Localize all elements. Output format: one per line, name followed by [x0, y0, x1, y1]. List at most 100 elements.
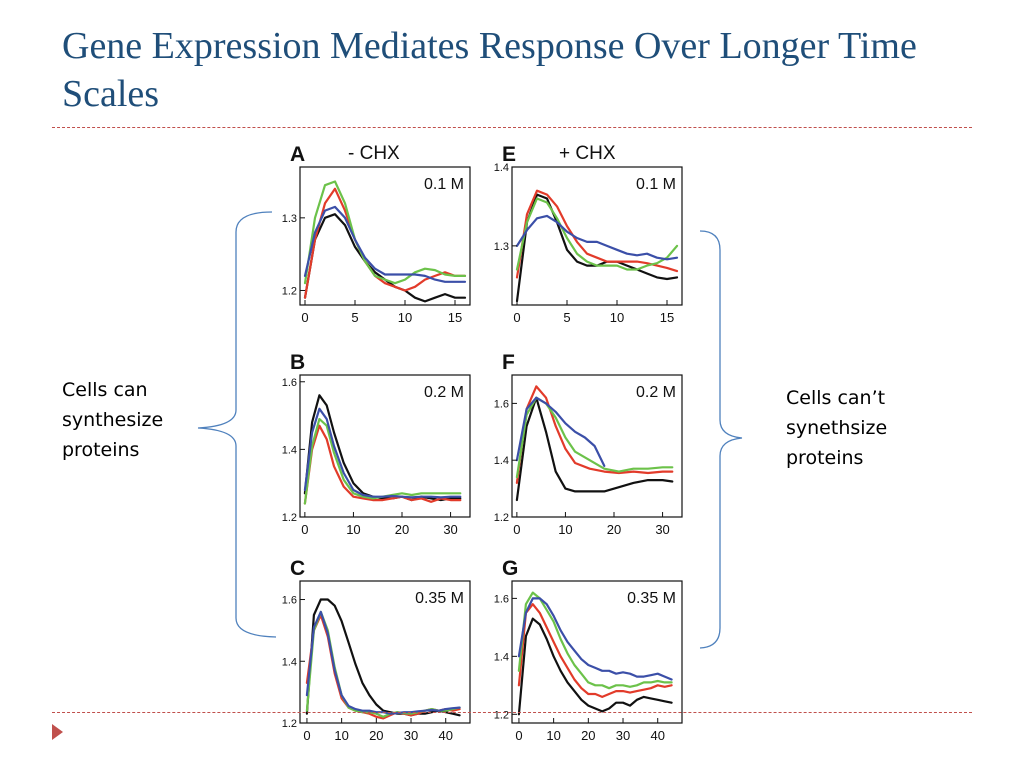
column-header-plus-chx: + CHX: [559, 143, 616, 164]
x-tick-label: 5: [563, 310, 570, 325]
series-line-green: [517, 591, 673, 690]
concentration-label: 0.2 M: [424, 384, 464, 401]
chart-panel-c: C 0.35 M 0 10 20 30 40 1.2 1.4 1.6: [282, 557, 471, 743]
y-tick-label: 1.4: [282, 656, 297, 668]
left-brace-path: [197, 211, 277, 638]
y-tick-label: 1.6: [494, 398, 509, 410]
series-line-blue: [517, 597, 673, 681]
y-tick-label: 1.6: [494, 593, 509, 605]
series-line-black: [305, 598, 461, 717]
y-tick-label: 1.4: [494, 651, 509, 663]
panel-letter: C: [290, 557, 305, 580]
series-line-black: [303, 213, 467, 303]
left-annotation: Cells can synthesize proteins: [62, 375, 202, 465]
y-tick-label: 1.4: [282, 444, 297, 456]
slide-title: Gene Expression Mediates Response Over L…: [62, 25, 917, 115]
concentration-label: 0.35 M: [627, 590, 676, 607]
series-line-green: [305, 610, 461, 718]
panel-letter: G: [502, 557, 518, 580]
plot-frame: [511, 374, 683, 518]
series-line-black: [517, 617, 673, 716]
series-line-blue: [303, 205, 467, 283]
x-tick-label: 40: [650, 728, 664, 743]
title-divider: [52, 127, 972, 128]
series-line-red: [303, 187, 467, 299]
y-tick-label: 1.2: [282, 512, 297, 524]
x-tick-label: 0: [515, 728, 522, 743]
x-tick-label: 20: [369, 728, 383, 743]
chart-panel-a: A 0.1 M 0 5 10 15 1.2 1.3: [282, 143, 471, 325]
left-annotation-line: proteins: [62, 439, 140, 461]
series-line-black: [515, 193, 679, 303]
x-tick-label: 10: [346, 522, 360, 537]
x-tick-label: 5: [351, 310, 358, 325]
series-line-green: [303, 180, 467, 285]
figure-svg: - CHX + CHX A 0.1 M 0 5 10 15 1.2 1.3 E 0.1 M 0 5 10…: [282, 143, 683, 743]
series-line-red: [515, 385, 674, 484]
chart-panel-g: G0.35 M0 10 20 30 401.21.41.6: [494, 557, 683, 743]
x-tick-label: 10: [546, 728, 560, 743]
panel-letter: F: [502, 351, 515, 374]
series-line-red: [303, 424, 462, 505]
right-annotation-line: synethsize: [786, 417, 888, 439]
footer-divider: [52, 712, 972, 713]
series-line-green: [515, 197, 679, 271]
concentration-label: 0.1 M: [636, 176, 676, 193]
x-tick-label: 0: [301, 522, 308, 537]
x-tick-label: 40: [438, 728, 452, 743]
x-tick-label: 20: [395, 522, 409, 537]
footer-triangle-icon: [52, 724, 63, 740]
y-tick-label: 1.2: [282, 718, 297, 730]
chart-panel-b: B 0.2 M 0 10 20 30 1.2 1.4 1.6: [282, 351, 471, 537]
x-tick-label: 0: [513, 522, 520, 537]
y-tick-label: 1.3: [282, 213, 297, 225]
column-header-minus-chx: - CHX: [348, 143, 400, 164]
x-tick-label: 0: [301, 310, 308, 325]
x-tick-label: 20: [581, 728, 595, 743]
y-tick-label: 1.4: [494, 162, 509, 174]
panel-letter: A: [290, 143, 305, 166]
chart-panel-f: F 0.2 M 0 10 20 30 1.2 1.4 1.6: [494, 351, 683, 537]
right-brace-path: [699, 230, 743, 649]
panel-letter: E: [502, 143, 516, 166]
series-line-blue: [305, 610, 461, 715]
series-line-blue: [515, 396, 606, 467]
y-tick-label: 1.6: [282, 595, 297, 607]
y-tick-label: 1.2: [494, 512, 509, 524]
series-line-red: [517, 603, 673, 698]
x-tick-label: 0: [303, 728, 310, 743]
plot-frame: [299, 374, 471, 518]
plot-frame: [511, 166, 683, 306]
left-annotation-line: synthesize: [62, 409, 164, 431]
series-line-black: [515, 396, 674, 502]
series-line-green: [303, 417, 462, 505]
plot-frame: [299, 580, 471, 724]
y-tick-label: 1.3: [494, 241, 509, 253]
x-tick-label: 10: [558, 522, 572, 537]
series-line-blue: [303, 407, 462, 499]
concentration-label: 0.2 M: [636, 384, 676, 401]
plot-frame: [299, 166, 471, 306]
x-tick-label: 10: [610, 310, 624, 325]
figure-panel-grid: - CHX + CHX A 0.1 M 0 5 10 15 1.2 1.3 E 0.1 M 0 5 10…: [276, 137, 696, 752]
chart-panel-e: E 0.1 M 0 5 10 15 1.3 1.4: [494, 143, 683, 325]
x-tick-label: 20: [607, 522, 621, 537]
x-tick-label: 30: [655, 522, 669, 537]
x-tick-label: 30: [443, 522, 457, 537]
x-tick-label: 15: [448, 310, 462, 325]
series-line-red: [305, 613, 461, 720]
right-annotation-line: Cells can’t: [786, 387, 886, 409]
y-tick-label: 1.2: [282, 285, 297, 297]
y-tick-label: 1.6: [282, 377, 297, 389]
right-annotation-line: proteins: [786, 447, 864, 469]
x-tick-label: 30: [616, 728, 630, 743]
x-tick-label: 15: [660, 310, 674, 325]
series-line-blue: [515, 214, 679, 261]
x-tick-label: 10: [334, 728, 348, 743]
plot-frame: [511, 580, 683, 724]
concentration-label: 0.1 M: [424, 176, 464, 193]
panel-letter: B: [290, 351, 305, 374]
right-annotation: Cells can’t synethsize proteins: [786, 383, 936, 473]
y-tick-label: 1.4: [494, 455, 509, 467]
x-tick-label: 10: [398, 310, 412, 325]
